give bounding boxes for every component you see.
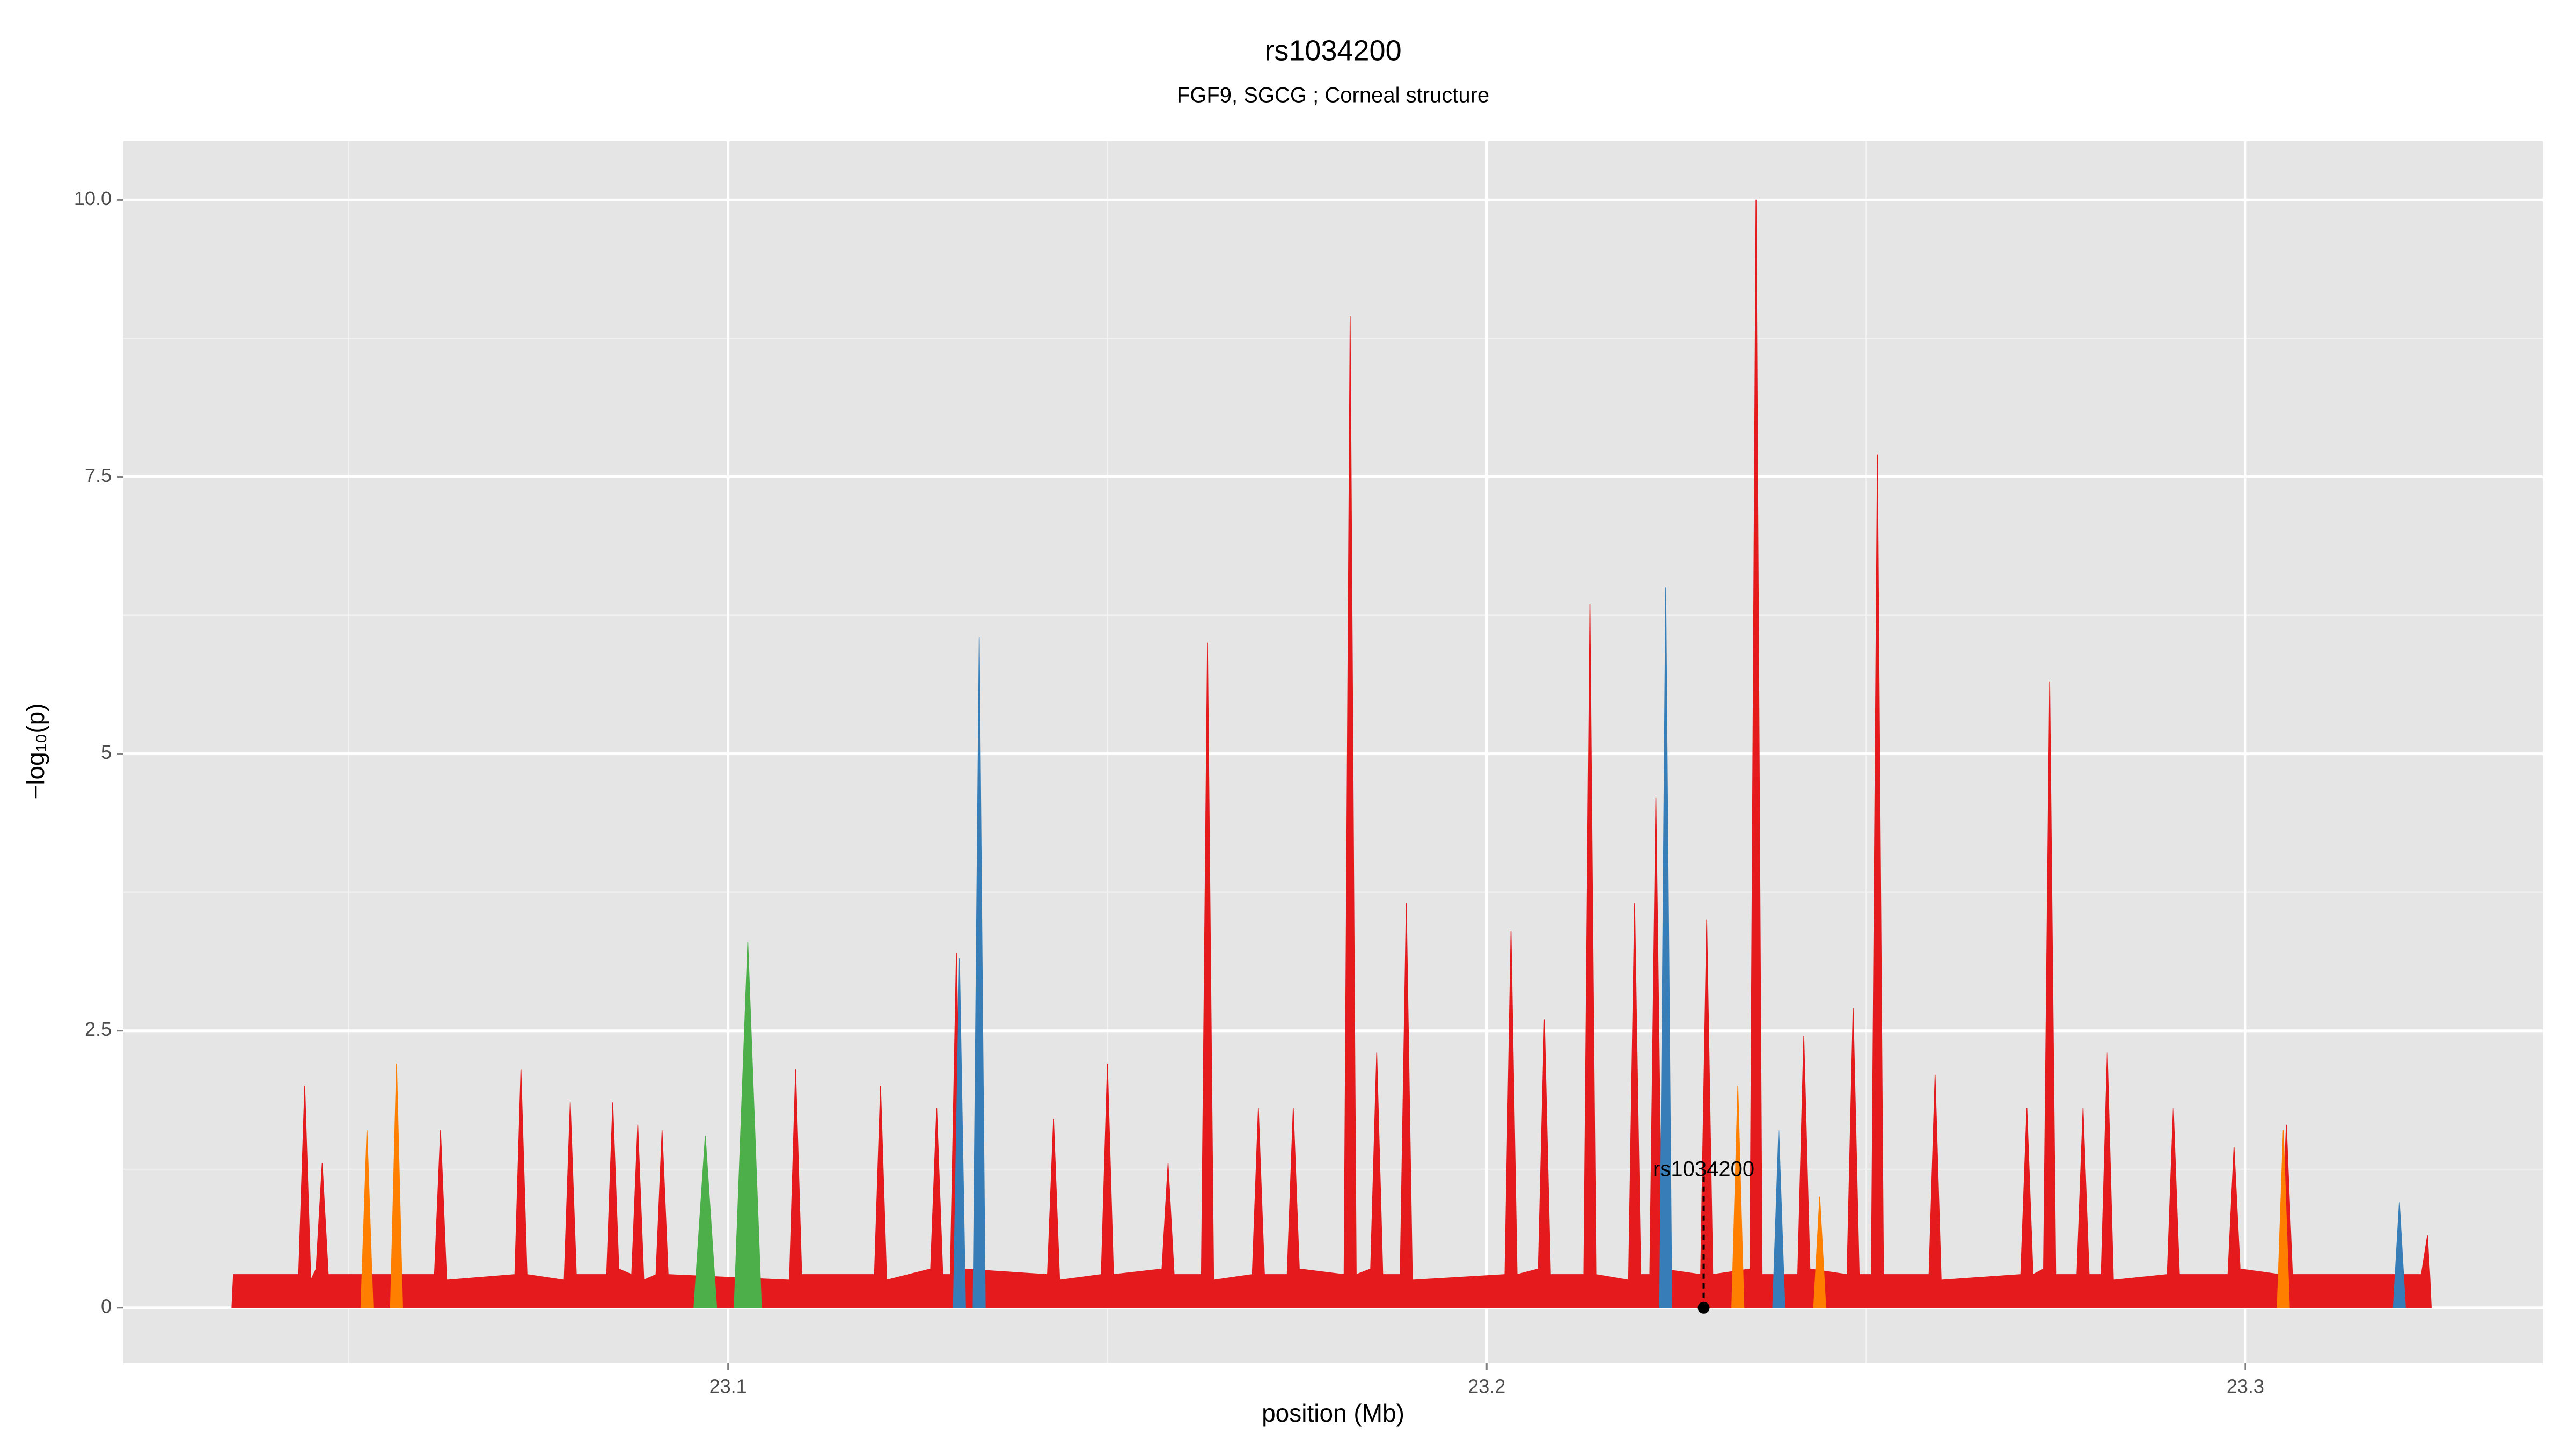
y-tick-label: 7.5 <box>85 464 112 486</box>
y-tick-label: 5 <box>101 741 112 763</box>
chart-title: rs1034200 <box>1264 34 1401 67</box>
highlight-point <box>1697 1301 1710 1314</box>
y-tick-label: 2.5 <box>85 1018 112 1040</box>
area <box>360 1063 2290 1308</box>
x-axis-title: position (Mb) <box>1262 1399 1404 1427</box>
plot-panel <box>123 141 2543 1363</box>
area <box>231 199 2432 1308</box>
area <box>693 941 762 1308</box>
x-tick-label: 23.1 <box>709 1375 747 1397</box>
chart-subtitle: FGF9, SGCG ; Corneal structure <box>1177 84 1489 107</box>
x-tick-label: 23.2 <box>1468 1375 1505 1397</box>
x-tick-label: 23.3 <box>2227 1375 2264 1397</box>
y-tick-label: 10.0 <box>74 187 112 209</box>
highlight-label: rs1034200 <box>1653 1157 1754 1181</box>
y-axis-title: −log₁₀(p) <box>21 703 49 799</box>
area <box>953 587 2406 1308</box>
y-tick-label: 0 <box>101 1295 112 1317</box>
